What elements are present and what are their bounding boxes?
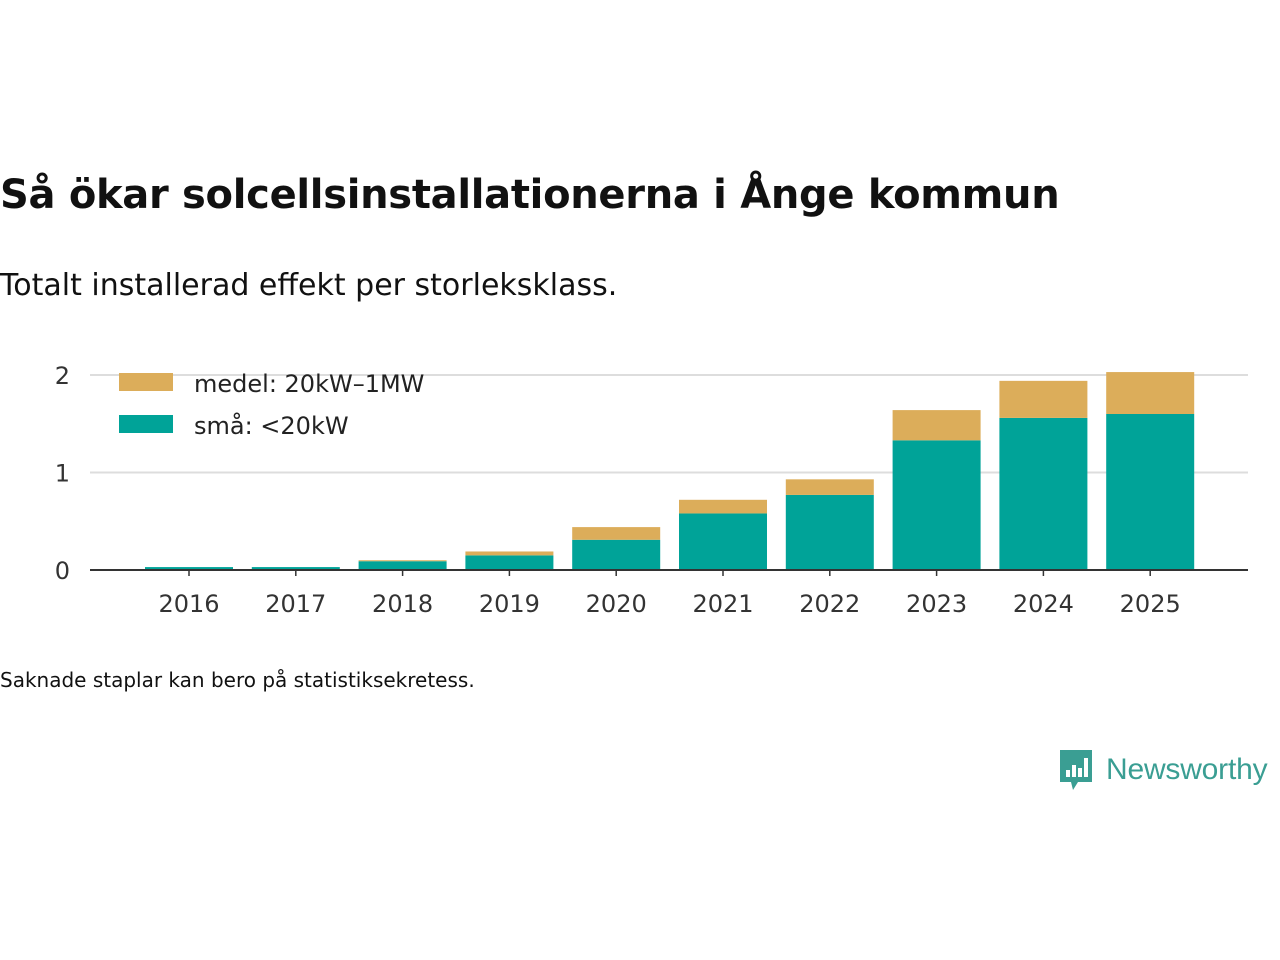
bar-small-2020 <box>572 539 661 570</box>
x-tick-label-2024: 2024 <box>1013 590 1074 618</box>
bar-medium-2023 <box>892 410 981 441</box>
brand-logo[interactable]: Newsworthy <box>1058 748 1268 792</box>
x-tick-label-2021: 2021 <box>692 590 753 618</box>
x-tick-label-2022: 2022 <box>799 590 860 618</box>
legend-swatch-medium <box>119 373 173 391</box>
x-tick-label-2019: 2019 <box>479 590 540 618</box>
bar-small-2018 <box>358 561 447 570</box>
x-tick-label-2023: 2023 <box>906 590 967 618</box>
legend-label-small: små: <20kW <box>194 411 349 440</box>
bar-medium-2022 <box>785 479 874 495</box>
brand-name: Newsworthy <box>1106 753 1268 786</box>
bars <box>145 372 1195 570</box>
bar-medium-2019 <box>465 551 554 556</box>
legend-swatch-small <box>119 415 173 433</box>
stacked-bar-chart: 0 1 2 2016 2017 2018 2019 2020 2021 2022 2023 2024 2… <box>55 362 1248 618</box>
bar-medium-2025 <box>1106 372 1195 414</box>
bar-small-2019 <box>465 555 554 570</box>
bar-medium-2021 <box>679 499 767 514</box>
bar-small-2023 <box>892 440 981 570</box>
x-tick-label-2016: 2016 <box>158 590 219 618</box>
legend: medel: 20kW–1MW små: <20kW <box>119 370 424 440</box>
x-tick-label-2025: 2025 <box>1120 590 1181 618</box>
chart-subtitle: Totalt installerad effekt per storlekskl… <box>0 268 618 303</box>
newsworthy-logo-icon <box>1060 750 1092 790</box>
chart-title: Så ökar solcellsinstallationerna i Ånge … <box>0 172 1060 218</box>
legend-label-medium: medel: 20kW–1MW <box>194 370 424 398</box>
bar-medium-2024 <box>999 380 1088 418</box>
footnote: Saknade staplar kan bero på statistiksek… <box>0 668 475 692</box>
bar-small-2017 <box>251 567 340 570</box>
bar-small-2024 <box>999 417 1088 570</box>
x-tick-label-2020: 2020 <box>586 590 647 618</box>
bar-medium-2018 <box>358 560 447 562</box>
bar-small-2016 <box>145 567 233 570</box>
bar-medium-2020 <box>572 527 661 540</box>
bar-small-2025 <box>1106 414 1195 570</box>
bar-small-2021 <box>679 513 767 570</box>
y-tick-label-1: 1 <box>55 460 70 488</box>
y-tick-label-2: 2 <box>55 362 70 390</box>
y-tick-label-0: 0 <box>55 557 70 585</box>
x-tick-label-2018: 2018 <box>372 590 433 618</box>
axes: 0 1 2 2016 2017 2018 2019 2020 2021 2022 2023 2024 2… <box>55 362 1248 618</box>
x-tick-label-2017: 2017 <box>265 590 326 618</box>
bar-small-2022 <box>785 494 874 570</box>
